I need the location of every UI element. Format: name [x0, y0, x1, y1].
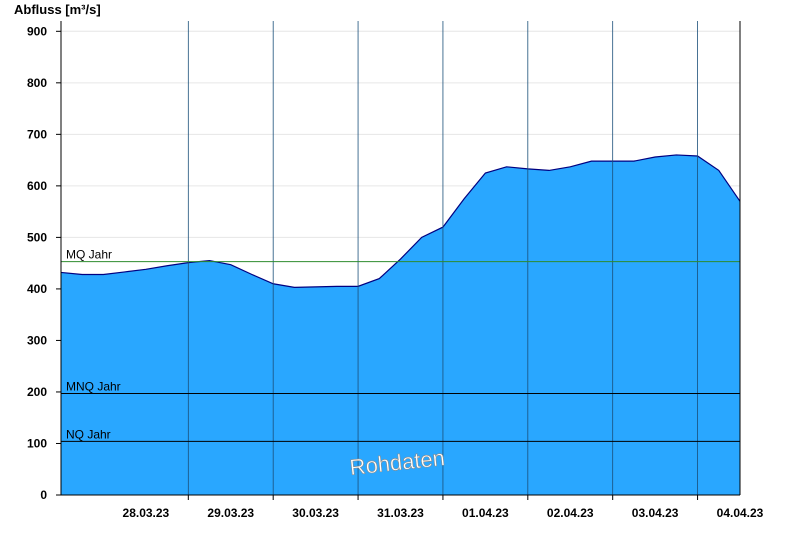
y-tick-label-900: 900 [27, 24, 47, 38]
y-tick-label-700: 700 [27, 127, 47, 141]
x-tick-label-01.04.23: 01.04.23 [462, 506, 509, 520]
x-tick-label-03.04.23: 03.04.23 [632, 506, 679, 520]
y-tick-label-100: 100 [27, 436, 47, 450]
x-tick-label-02.04.23: 02.04.23 [547, 506, 594, 520]
ref-label-nq-jahr: NQ Jahr [66, 427, 111, 441]
series-area [60, 154, 741, 495]
y-tick-label-300: 300 [27, 333, 47, 347]
y-tick-label-200: 200 [27, 385, 47, 399]
y-tick-label-0: 0 [40, 488, 47, 502]
y-tick-label-500: 500 [27, 230, 47, 244]
x-tick-label-30.03.23: 30.03.23 [292, 506, 339, 520]
series-area-fill [61, 154, 740, 495]
series-line [60, 154, 741, 288]
y-axis-label: Abfluss [m³/s] [14, 2, 101, 17]
x-tick-label-28.03.23: 28.03.23 [123, 506, 170, 520]
x-tick-label-04.04.23: 04.04.23 [717, 506, 764, 520]
y-tick-label-600: 600 [27, 179, 47, 193]
x-tick-label-31.03.23: 31.03.23 [377, 506, 424, 520]
ref-label-mq-jahr: MQ Jahr [66, 248, 112, 262]
x-axis-ticks: 28.03.23 29.03.23 30.03.23 31.03.23 01.04.23… [123, 495, 764, 520]
y-axis-ticks: 0 100 200 300 400 500 600 700 800 900 [27, 24, 61, 502]
y-tick-label-400: 400 [27, 282, 47, 296]
day-separator-lines [187, 21, 698, 495]
reference-lines: MQ Jahr MNQ Jahr NQ Jahr [61, 248, 740, 442]
axes [60, 21, 741, 496]
x-tick-label-29.03.23: 29.03.23 [207, 506, 254, 520]
ref-label-mnq-jahr: MNQ Jahr [66, 380, 121, 394]
y-tick-label-800: 800 [27, 76, 47, 90]
